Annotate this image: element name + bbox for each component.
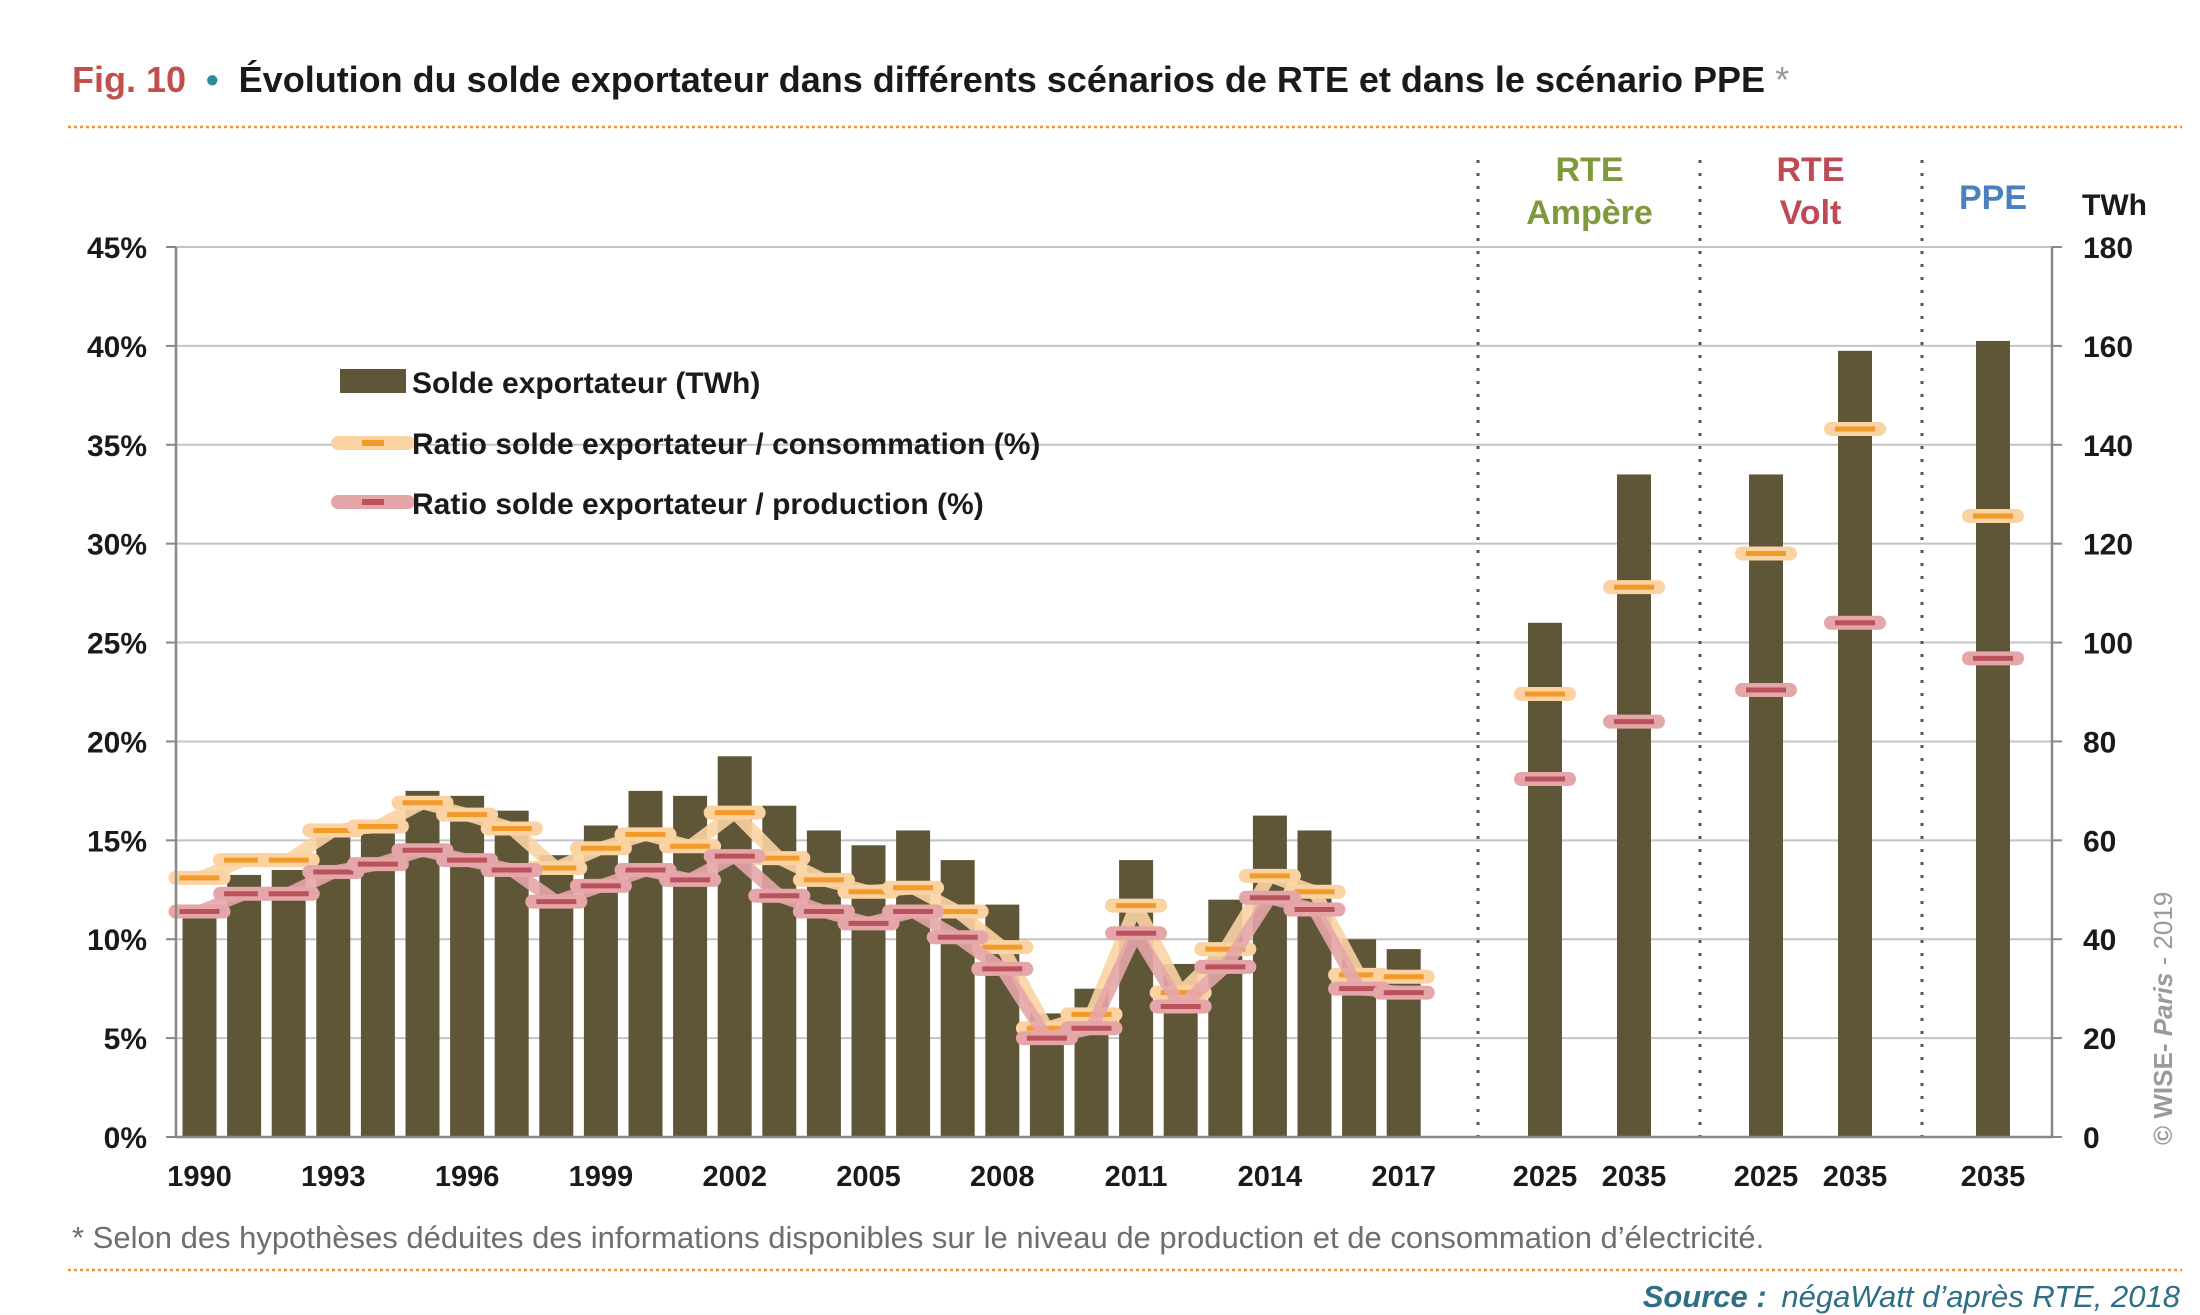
bar-solde-1990 (182, 909, 217, 1137)
source-text: négaWatt d’après RTE, 2018 (1781, 1279, 2180, 1314)
right-axis-unit: TWh (2082, 189, 2147, 222)
copyright-prefix: © WISE- (2148, 1044, 2178, 1146)
right-tick-label: 160 (2083, 331, 2133, 364)
scenario-group-labels: RTE Ampère RTE Volt PPE (1526, 151, 2027, 232)
x-axis-labels: 1990 1993 1996 1999 2002 2005 2008 2011 2014 2017… (167, 1161, 2025, 1193)
x-tick-label: 1993 (301, 1161, 366, 1193)
right-tick-label: 60 (2083, 825, 2116, 858)
left-tick-label: 10% (87, 924, 147, 957)
legend-label-production: Ratio solde exportateur / production (%) (412, 488, 984, 521)
bar-solde-1997 (494, 810, 529, 1137)
right-tick-label: 180 (2083, 232, 2133, 265)
x-tick-label: 2014 (1238, 1161, 1303, 1193)
legend-label-solde: Solde exportateur (TWh) (412, 367, 760, 400)
axes (174, 247, 2054, 1139)
scenario-label-ppe: PPE (1959, 179, 2027, 217)
scenario-label-rte-volt: Volt (1780, 194, 1842, 232)
bar-solde-2014 (1252, 815, 1287, 1137)
left-tick-label: 25% (87, 628, 147, 661)
footnote: * Selon des hypothèses déduites des info… (72, 1220, 1764, 1255)
title-text: Évolution du solde exportateur dans diff… (239, 59, 1765, 100)
scenario-label-rte-amp-re: RTE (1556, 151, 1624, 189)
scenario-label-rte-volt: RTE (1777, 151, 1845, 189)
source-label: Source : (1643, 1279, 1767, 1314)
right-tick-label: 100 (2083, 628, 2133, 661)
left-axis-labels: 0% 5% 10% 15% 20% 25% 30% 35% 40% 45% (87, 232, 147, 1155)
gridlines (166, 246, 2062, 1138)
left-tick-label: 30% (87, 529, 147, 562)
bar-solde-1992 (271, 870, 306, 1137)
bar-solde-2015 (1297, 830, 1332, 1137)
source-line: Source : négaWatt d’après RTE, 2018 (1643, 1279, 2181, 1314)
legend: Solde exportateur (TWh) Ratio solde expo… (331, 367, 1040, 521)
x-tick-label: 2002 (702, 1161, 767, 1193)
title-asterisk: * (1775, 59, 1789, 100)
bar-solde-1999 (583, 825, 618, 1137)
title-bullet: • (206, 59, 219, 100)
left-tick-label: 0% (104, 1122, 147, 1155)
x-tick-label: 2011 (1105, 1161, 1168, 1193)
ratio-lines (168, 421, 2024, 1046)
left-tick-label: 5% (104, 1023, 147, 1056)
left-tick-label: 40% (87, 331, 147, 364)
bar-solde-rte-amp-re-2035 (1617, 474, 1651, 1137)
left-tick-label: 45% (87, 232, 147, 265)
x-tick-label: 1990 (167, 1161, 232, 1193)
copyright-year: - 2019 (2148, 892, 2178, 966)
x-tick-label-scenario: 2035 (1961, 1161, 2026, 1193)
copyright-italic: Paris (2148, 973, 2178, 1037)
x-tick-label: 2008 (970, 1161, 1035, 1193)
right-tick-label: 140 (2083, 430, 2133, 463)
x-tick-label-scenario: 2035 (1602, 1161, 1667, 1193)
left-tick-label: 15% (87, 825, 147, 858)
figure-number: Fig. 10 (72, 59, 186, 100)
legend-label-consommation: Ratio solde exportateur / consommation (… (412, 428, 1040, 461)
x-tick-label: 2017 (1371, 1161, 1436, 1193)
legend-swatch-solde (340, 369, 406, 393)
left-tick-label: 35% (87, 430, 147, 463)
bar-solde-2000 (628, 790, 663, 1137)
copyright: © WISE- Paris - 2019 (2148, 892, 2178, 1145)
right-tick-label: 20 (2083, 1023, 2116, 1056)
scenario-label-rte-amp-re: Ampère (1526, 194, 1653, 232)
figure-title: Fig. 10 • Évolution du solde exportateur… (72, 59, 1789, 100)
x-tick-label-scenario: 2025 (1734, 1161, 1799, 1193)
bar-solde-rte-volt-2025 (1749, 474, 1783, 1137)
bar-solde-2006 (896, 830, 931, 1137)
bar-solde-rte-amp-re-2025 (1528, 622, 1562, 1137)
x-tick-label: 1999 (569, 1161, 634, 1193)
right-tick-label: 0 (2083, 1122, 2100, 1155)
bar-solde-1996 (450, 795, 485, 1137)
bar-solde-rte-volt-2035 (1838, 350, 1872, 1137)
x-tick-label-scenario: 2025 (1513, 1161, 1578, 1193)
x-tick-label-scenario: 2035 (1823, 1161, 1888, 1193)
bar-solde-1994 (360, 825, 395, 1137)
x-tick-label: 1996 (435, 1161, 500, 1193)
right-tick-label: 40 (2083, 924, 2116, 957)
bar-solde-1991 (227, 874, 262, 1137)
x-tick-label: 2005 (836, 1161, 901, 1193)
bar-solde-ppe-2035 (1976, 340, 2010, 1137)
right-axis-labels: 0 20 40 60 80 100 120 140 160 180 (2083, 232, 2133, 1155)
bar-solde-1995 (405, 790, 440, 1137)
right-tick-label: 80 (2083, 726, 2116, 759)
right-tick-label: 120 (2083, 529, 2133, 562)
left-tick-label: 20% (87, 726, 147, 759)
